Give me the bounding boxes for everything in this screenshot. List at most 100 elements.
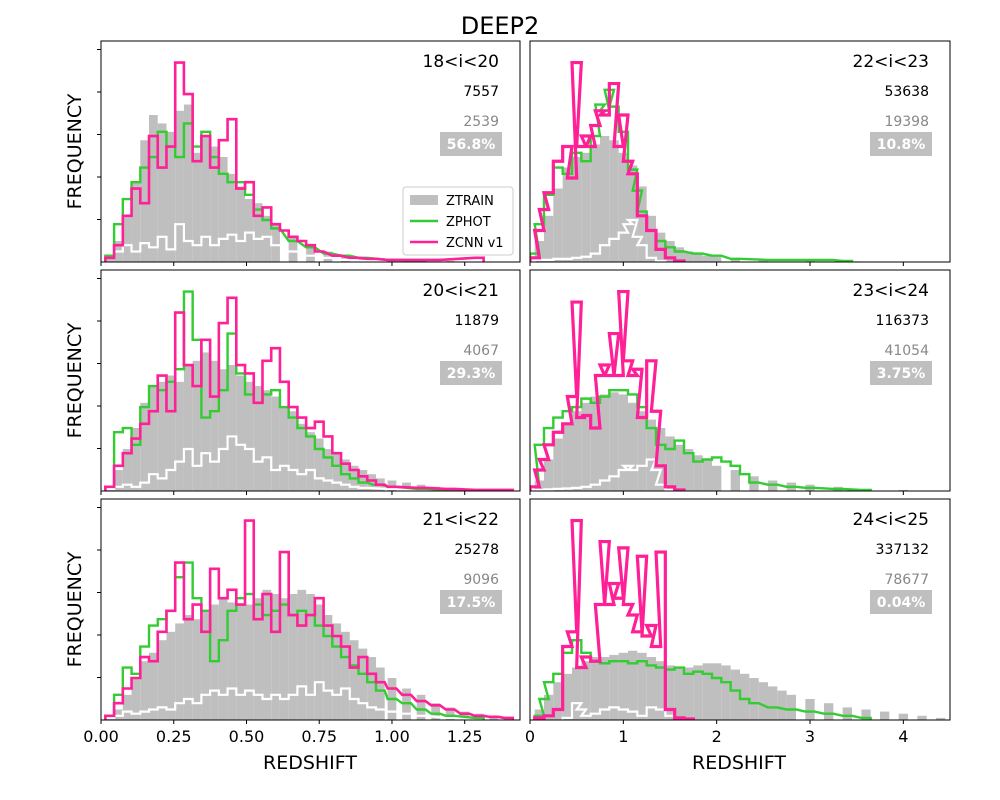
ztrain-bar — [253, 598, 263, 720]
ztrain-bar — [245, 381, 254, 491]
zphot-step-line — [533, 639, 872, 720]
ztrain-bar — [553, 438, 563, 491]
ztrain-bar — [684, 251, 694, 262]
ztrain-bar — [609, 392, 619, 491]
ztrain-bar — [656, 661, 666, 720]
panel-plot-area — [530, 60, 862, 262]
panel-frame — [100, 269, 521, 492]
ztrain-bar — [562, 167, 572, 262]
y-axis-label: FREQUENCY — [64, 322, 86, 438]
ztrain-bar — [253, 386, 263, 491]
x-tick-label: 1.00 — [374, 727, 410, 746]
ztrain-bar — [192, 360, 202, 491]
x-axis-label-left: REDSHIFT — [263, 752, 357, 774]
panel-1: 22<i<23 53638 19398 10.8% — [529, 40, 951, 266]
panel-plot-area — [104, 290, 515, 491]
legend: ZTRAIN ZPHOT ZCNN v1 — [402, 186, 514, 256]
ztrain-bar — [271, 594, 280, 720]
ztrain-bar — [693, 455, 703, 491]
ztrain-bar — [572, 157, 582, 262]
total-count-label: 25278 — [454, 542, 499, 558]
ztrain-bar — [637, 652, 647, 720]
ztrain-bar — [149, 386, 158, 491]
ztrain-bar — [730, 470, 740, 491]
ztrain-bar — [609, 140, 619, 262]
ztrain-bar — [149, 115, 158, 262]
ztrain-bar — [609, 654, 619, 720]
zcnn-step-line — [530, 289, 686, 491]
ztrain-bar — [637, 411, 647, 491]
legend-label: ZPHOT — [446, 215, 491, 230]
spec-step-line — [533, 218, 667, 262]
spec-count-label: 2539 — [463, 114, 499, 130]
panel-2: FREQUENCY 20<i<21 11879 4067 29.3% — [64, 269, 521, 495]
ztrain-bar — [590, 144, 600, 262]
ztrain-bar — [572, 667, 582, 720]
ztrain-bar — [758, 682, 768, 720]
ztrain-bar — [562, 673, 572, 720]
percent-badge — [440, 590, 502, 614]
ztrain-bar — [288, 411, 298, 491]
ztrain-bar — [183, 365, 193, 491]
ztrain-bar — [297, 423, 307, 491]
ztrain-bar — [936, 717, 946, 720]
ztrain-bar — [628, 402, 638, 491]
ztrain-bar — [702, 663, 712, 720]
ztrain-bar — [288, 236, 298, 262]
panel-plot-area — [104, 519, 515, 720]
ztrain-bar — [210, 360, 219, 491]
percent-badge — [870, 132, 932, 156]
spec-count-label: 19398 — [884, 114, 929, 130]
ztrain-bar — [618, 652, 628, 720]
panel-0: FREQUENCY 18<i<20 7557 2539 56.8% — [64, 40, 521, 266]
ztrain-bar — [445, 707, 455, 720]
panels: FREQUENCY 18<i<20 7557 2539 56.8% 22<i<23 5363… — [64, 40, 951, 746]
ztrain-bar — [236, 186, 246, 262]
ztrain-bar — [192, 619, 202, 720]
ztrain-bar — [122, 449, 132, 491]
panel-frame — [529, 498, 951, 721]
zcnn-step-line — [104, 519, 515, 720]
panel-plot-area — [533, 518, 946, 720]
percent-badge-text: 56.8% — [447, 137, 496, 153]
ztrain-bar — [712, 465, 722, 491]
percent-badge — [870, 361, 932, 385]
ztrain-bar — [131, 182, 141, 262]
ztrain-bar — [271, 224, 280, 262]
ztrain-bar — [122, 694, 132, 720]
panel-frame — [100, 40, 521, 263]
x-tick-label: 0.50 — [229, 727, 265, 746]
zphot-step-line — [104, 122, 427, 262]
x-tick-label: 0.00 — [83, 727, 119, 746]
ztrain-bar — [314, 438, 324, 491]
zphot-step-line — [530, 389, 872, 491]
ztrain-bar — [730, 258, 740, 262]
ztrain-bar — [628, 650, 638, 720]
total-count-label: 11879 — [454, 313, 499, 329]
ztrain-bar — [236, 604, 246, 720]
ztrain-bar — [367, 474, 376, 491]
ztrain-bar — [416, 694, 426, 720]
ztrain-bar — [297, 589, 307, 720]
percent-badge-text: 29.3% — [447, 366, 496, 382]
ztrain-bar — [323, 615, 333, 720]
ztrain-bar — [114, 470, 123, 491]
magnitude-range-label: 20<i<21 — [423, 281, 499, 301]
total-count-label: 337132 — [876, 542, 929, 558]
ztrain-bar — [210, 146, 219, 262]
ztrain-bar — [245, 604, 254, 720]
ztrain-bar — [600, 657, 610, 720]
ztrain-bar — [262, 390, 272, 491]
ztrain-bar — [730, 669, 740, 720]
ztrain-bar — [358, 648, 368, 720]
ztrain-bar — [227, 365, 237, 491]
ztrain-bar — [562, 423, 572, 491]
magnitude-range-label: 23<i<24 — [853, 281, 929, 301]
ztrain-bar — [157, 640, 167, 720]
ztrain-bar — [861, 709, 871, 720]
ztrain-bar — [218, 157, 228, 262]
ztrain-bar — [201, 352, 211, 491]
percent-badge-text: 17.5% — [447, 595, 496, 611]
percent-badge-text: 3.75% — [877, 366, 926, 382]
ztrain-bar — [544, 459, 554, 491]
